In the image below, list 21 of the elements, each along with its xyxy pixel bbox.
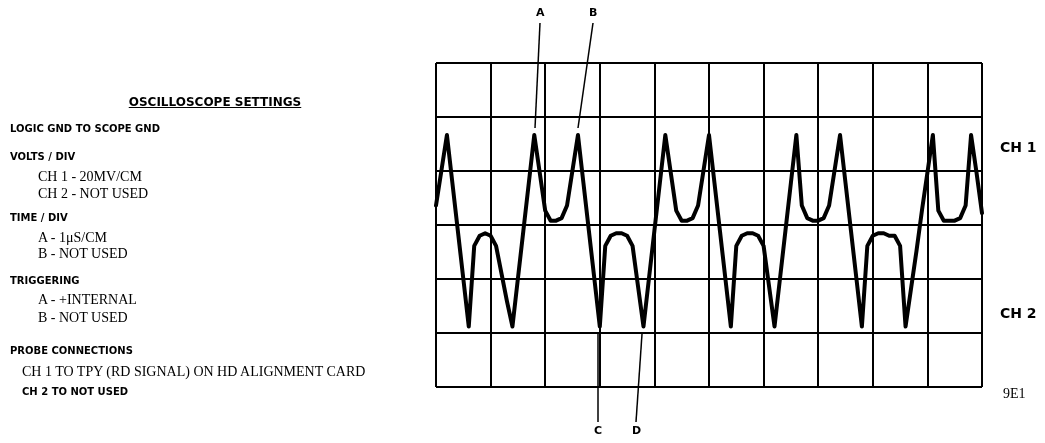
text: D [632,424,642,437]
text: CH 2 TO NOT USED [22,386,129,397]
text: TIME / DIV [10,212,68,223]
text: A - 1μS/CM [38,230,107,246]
text: OSCILLOSCOPE SETTINGS [127,95,303,109]
text: PROBE CONNECTIONS [10,345,133,356]
text: VOLTS / DIV [10,151,76,162]
text: B [589,6,598,19]
text: LOGIC GND TO SCOPE GND [10,123,160,134]
text: TRIGGERING [10,275,80,286]
text: B - NOT USED [38,310,128,326]
text: CH 2 - NOT USED [38,186,149,202]
text: A [536,6,545,19]
text: C [594,424,603,437]
text: A - +INTERNAL [38,292,137,308]
text: 9E1 [1003,386,1026,402]
text: CH 1 TO TPY (RD SIGNAL) ON HD ALIGNMENT CARD [22,364,366,380]
text: B - NOT USED [38,246,128,262]
text: CH 2 [1000,305,1037,321]
text: CH 1 [1000,139,1037,155]
text: CH 1 - 20MV/CM [38,169,142,185]
